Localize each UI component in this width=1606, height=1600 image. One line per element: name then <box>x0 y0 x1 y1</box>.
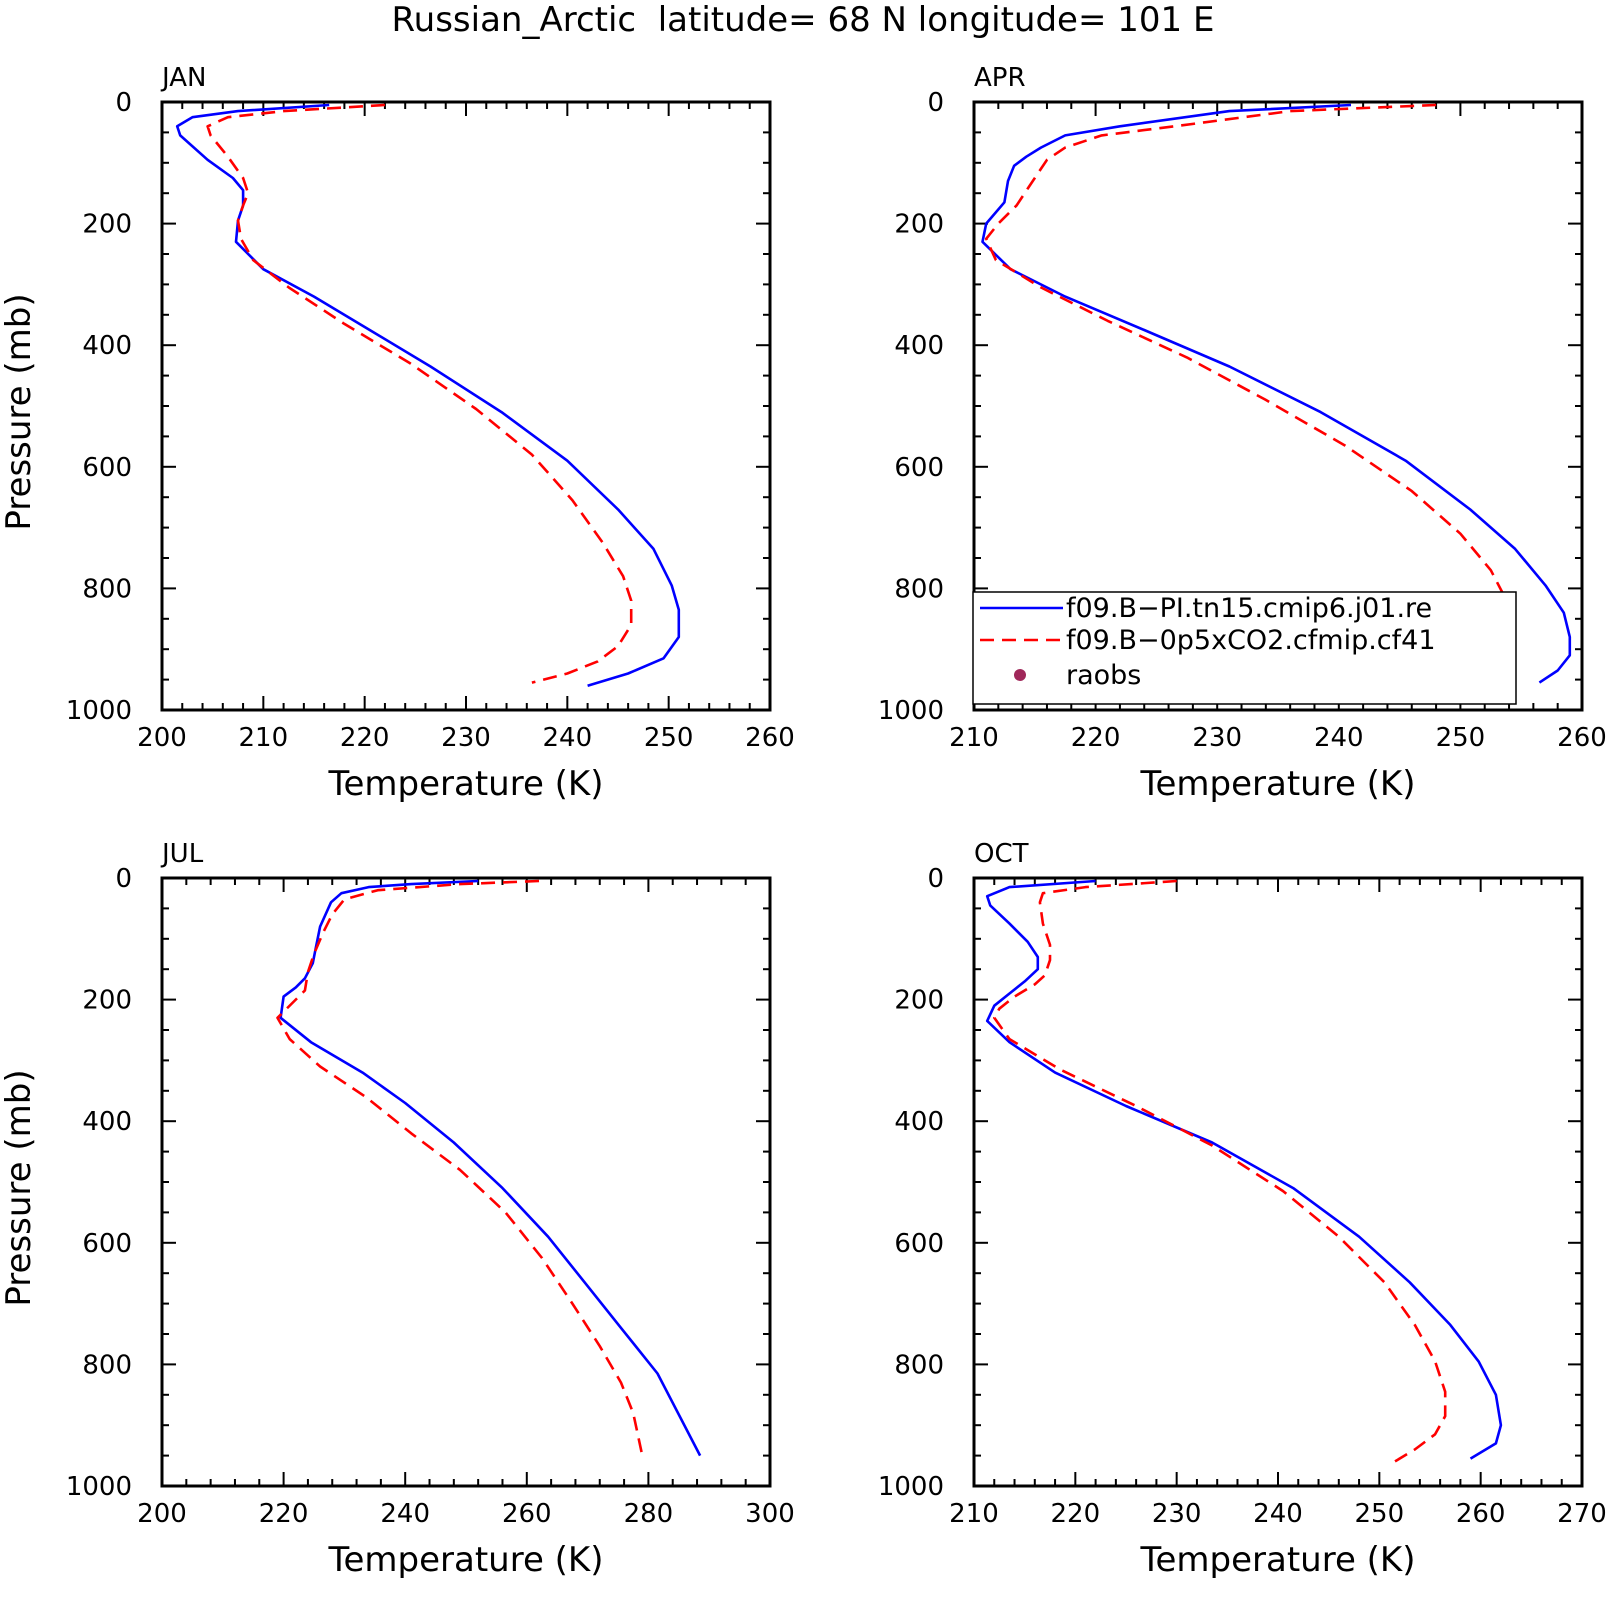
x-tick-label: 200 <box>137 723 187 753</box>
panels: JAN 200 210 220 230 240 250 260 0 200 400 600 800 100… <box>0 63 1606 1580</box>
y-tick-label: 1000 <box>66 696 132 726</box>
x-tick-label: 210 <box>949 723 999 753</box>
panel-oct: OCT 210 220 230 240 250 260 270 0 200 400 600 800 100… <box>878 839 1606 1580</box>
legend-box <box>972 591 1517 705</box>
x-tick-label: 240 <box>1253 1499 1303 1529</box>
legend-label: raobs <box>1066 660 1141 691</box>
panel-jul: JUL 200 220 240 260 280 300 0 200 400 600 800 1000 Te… <box>0 839 795 1580</box>
panel-apr: APR 210 220 230 240 250 260 0 200 400 600 800 1000 Te… <box>878 63 1606 804</box>
panel-month-label: APR <box>974 63 1026 93</box>
y-axis-label: Pressure (mb) <box>0 293 39 530</box>
x-tick-label: 260 <box>1557 723 1606 753</box>
series-line-half-co2 <box>206 103 633 684</box>
series-line-half-co2 <box>984 103 1514 684</box>
series-line-half-co2 <box>276 879 644 1456</box>
y-tick-label: 800 <box>894 1350 944 1380</box>
x-axis-label: Temperature (K) <box>327 1540 603 1580</box>
x-axis-label: Temperature (K) <box>1139 764 1415 804</box>
chart-title: Russian_Arctic latitude= 68 N longitude=… <box>392 0 1215 40</box>
y-tick-label: 600 <box>82 453 132 483</box>
x-tick-label: 280 <box>624 1499 674 1529</box>
x-tick-label: 210 <box>239 723 289 753</box>
plot-frame <box>160 876 772 1488</box>
y-tick-label: 0 <box>927 88 944 118</box>
y-tick-label: 800 <box>82 1350 132 1380</box>
y-tick-label: 600 <box>894 453 944 483</box>
x-tick-label: 250 <box>1355 1499 1405 1529</box>
x-tick-label: 220 <box>259 1499 309 1529</box>
x-tick-label: 230 <box>1152 1499 1202 1529</box>
y-tick-label: 400 <box>894 1107 944 1137</box>
y-tick-label: 600 <box>894 1229 944 1259</box>
series-line-half-co2 <box>992 879 1447 1463</box>
x-tick-label: 250 <box>1436 723 1486 753</box>
y-tick-label: 0 <box>927 864 944 894</box>
panel-jan: JAN 200 210 220 230 240 250 260 0 200 400 600 800 100… <box>0 63 795 804</box>
y-tick-label: 1000 <box>878 1472 944 1502</box>
y-tick-label: 1000 <box>878 696 944 726</box>
y-tick-label: 800 <box>894 574 944 604</box>
y-tick-label: 600 <box>82 1229 132 1259</box>
x-tick-label: 260 <box>1456 1499 1506 1529</box>
y-tick-label: 0 <box>115 88 132 118</box>
panel-month-label: OCT <box>974 839 1029 869</box>
panel-month-label: JUL <box>160 839 204 869</box>
panel-month-label: JAN <box>160 63 206 93</box>
y-tick-label: 400 <box>82 1107 132 1137</box>
plot-frame <box>972 876 1584 1488</box>
y-tick-label: 1000 <box>66 1472 132 1502</box>
x-tick-label: 220 <box>1051 1499 1101 1529</box>
y-tick-label: 0 <box>115 864 132 894</box>
x-tick-label: 300 <box>745 1499 795 1529</box>
series-line-pi-control <box>175 103 681 687</box>
x-tick-label: 230 <box>1192 723 1242 753</box>
series-line-pi-control <box>981 103 1572 684</box>
legend-marker <box>1014 669 1026 681</box>
y-axis-label: Pressure (mb) <box>0 1069 39 1306</box>
x-tick-label: 260 <box>745 723 795 753</box>
y-tick-label: 200 <box>82 986 132 1016</box>
x-tick-label: 210 <box>949 1499 999 1529</box>
x-tick-label: 200 <box>137 1499 187 1529</box>
x-tick-label: 240 <box>380 1499 430 1529</box>
x-tick-label: 240 <box>543 723 593 753</box>
legend-label: f09.B−PI.tn15.cmip6.j01.re <box>1066 593 1432 624</box>
y-tick-label: 400 <box>82 331 132 361</box>
x-tick-label: 240 <box>1314 723 1364 753</box>
series-line-pi-control <box>985 879 1503 1460</box>
x-tick-label: 270 <box>1557 1499 1606 1529</box>
series-line-pi-control <box>279 879 702 1457</box>
x-tick-label: 230 <box>441 723 491 753</box>
x-tick-label: 250 <box>644 723 694 753</box>
y-tick-label: 800 <box>82 574 132 604</box>
x-tick-label: 220 <box>340 723 390 753</box>
y-tick-label: 400 <box>894 331 944 361</box>
y-tick-label: 200 <box>894 986 944 1016</box>
legend: f09.B−PI.tn15.cmip6.j01.ref09.B−0p5xCO2.… <box>972 591 1517 705</box>
x-tick-label: 260 <box>502 1499 552 1529</box>
y-tick-label: 200 <box>82 210 132 240</box>
x-axis-label: Temperature (K) <box>327 764 603 804</box>
x-axis-label: Temperature (K) <box>1139 1540 1415 1580</box>
x-tick-label: 220 <box>1071 723 1121 753</box>
legend-label: f09.B−0p5xCO2.cfmip.cf41 <box>1066 625 1436 656</box>
y-tick-label: 200 <box>894 210 944 240</box>
